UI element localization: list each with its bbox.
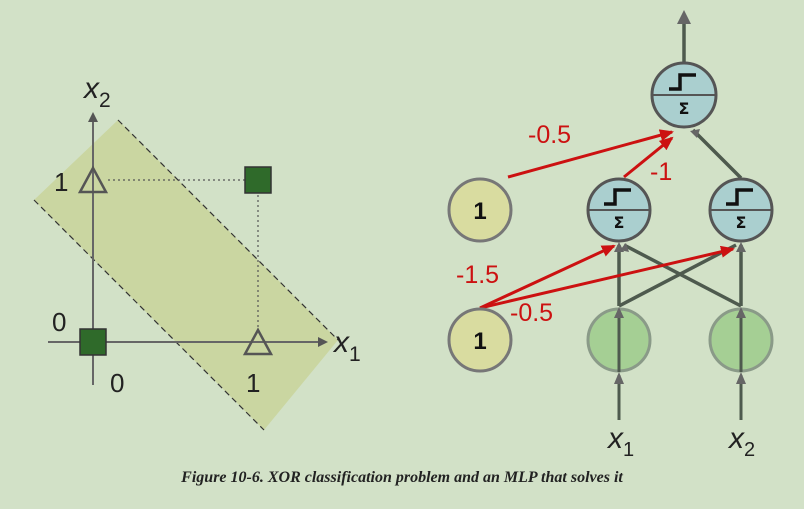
edge-bias-h2 (479, 245, 735, 310)
point-square-11 (244, 166, 272, 194)
edge-h1-out (623, 136, 674, 179)
input-label-x2: x2 (727, 422, 755, 461)
y-tick-1: 1 (54, 167, 68, 197)
input-label-x1-sub: 1 (623, 439, 634, 461)
step-icon (604, 188, 631, 206)
sum-icon: Σ (736, 213, 747, 232)
y-axis-label-sub: 2 (99, 89, 111, 112)
output-neuron: Σ (650, 61, 718, 138)
edge-bias-h1 (479, 244, 616, 310)
mlp-network: 1 1 Σ Σ (447, 10, 774, 461)
x-axis-label: x1 (332, 326, 361, 366)
weight-bias-output: -0.5 (528, 121, 571, 149)
step-icon (669, 73, 696, 91)
point-triangle-10 (242, 327, 274, 356)
edge-x2-h1 (623, 243, 742, 308)
x-axis-label-sub: 1 (349, 343, 361, 366)
xor-plot: x2 x1 1 0 0 1 (33, 72, 361, 431)
input-arrowhead-x1 (614, 372, 624, 384)
weight-bias-h2: -0.5 (510, 299, 553, 327)
bias-neuron-bottom: 1 (447, 307, 513, 373)
bias-neuron-top: 1 (447, 177, 513, 243)
weight-h1-output: -1 (650, 158, 672, 186)
decision-band (34, 120, 338, 430)
edge-h2-out (691, 128, 743, 180)
decision-boundary-lower (33, 199, 265, 431)
input-label-x1: x1 (606, 422, 634, 461)
x-tick-0: 0 (110, 368, 124, 398)
bias-neuron-bottom-label: 1 (473, 328, 486, 355)
input-label-x2-sub: 2 (744, 439, 755, 461)
point-triangle-01 (77, 165, 109, 194)
input-neuron-x2 (708, 307, 774, 373)
input-arrowhead-x2 (736, 372, 746, 384)
input-neuron-x1 (586, 307, 652, 373)
hidden-neuron-2: Σ (708, 177, 774, 252)
output-arrowhead (677, 10, 691, 24)
x-tick-1: 1 (246, 368, 260, 398)
point-square-00 (79, 328, 107, 356)
sum-icon: Σ (679, 99, 690, 118)
weight-bias-h1: -1.5 (456, 261, 499, 289)
sum-icon: Σ (614, 213, 625, 232)
y-axis-label: x2 (82, 72, 111, 112)
step-icon (726, 188, 753, 206)
edge-bias-out (507, 129, 674, 179)
y-tick-0: 0 (52, 307, 66, 337)
bias-neuron-top-label: 1 (473, 198, 486, 225)
figure-caption: Figure 10-6. XOR classification problem … (181, 469, 623, 486)
decision-boundary-upper (117, 119, 339, 341)
edge-x1-h2 (618, 243, 737, 308)
hidden-neuron-1: Σ (586, 177, 652, 252)
